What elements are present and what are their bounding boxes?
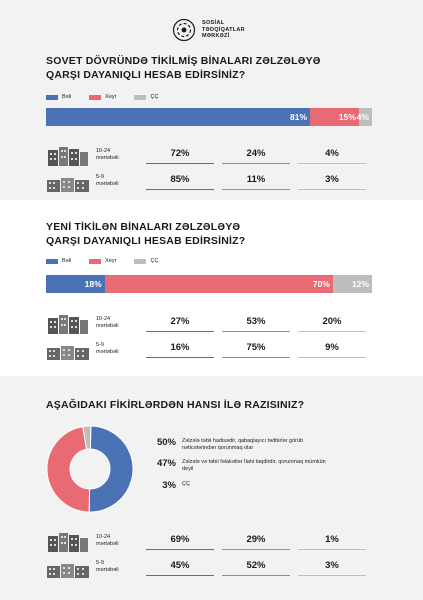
donut-chart — [46, 425, 134, 513]
table-row: 10-24 mərtəbəli 27% 53% 20% — [46, 312, 376, 336]
value-no: 11% — [222, 174, 290, 190]
bar-segment: 81% — [46, 108, 311, 126]
value-dk: 4% — [298, 148, 366, 164]
value-dk: 3% — [298, 174, 366, 190]
donut-slice — [46, 426, 91, 513]
row-label: 10-24 mərtəbəli — [96, 316, 119, 329]
value-yes: 69% — [146, 534, 214, 550]
building-icon — [47, 564, 89, 578]
donut-slice — [88, 425, 134, 513]
table-row: 10-24 mərtəbəli 69% 29% 1% — [46, 530, 376, 554]
value-no: 75% — [222, 342, 290, 358]
row-label: 5-9 mərtəbəli — [96, 560, 119, 573]
section-opinions: AŞAĞIDAKI FİKİRLƏRDƏN HANSI İLƏ RAZISINI… — [0, 376, 423, 600]
logo: SOSİAL TƏDQİQATLAR MƏRKƏZİ — [172, 18, 245, 42]
value-no: 52% — [222, 560, 290, 576]
table-row: 5-9 mərtəbəli 85% 11% 3% — [46, 170, 376, 194]
question-title: YENİ TİKİLƏN BİNALARI ZƏLZƏLƏYƏ QARŞI DA… — [46, 221, 246, 247]
legend: Bəli Xeyr ÇÇ — [46, 258, 158, 264]
table-row: 5-9 mərtəbəli 16% 75% 9% — [46, 338, 376, 362]
legend-item-yes: Bəli — [46, 94, 71, 100]
section-soviet-buildings: SOVET DÖVRÜNDƏ TİKİLMİŞ BİNALARI ZƏLZƏLƏ… — [0, 48, 423, 200]
legend: Bəli Xeyr ÇÇ — [46, 94, 158, 100]
bar-segment: 70% — [104, 275, 333, 293]
building-icon — [48, 147, 88, 166]
row-label: 10-24 mərtəbəli — [96, 534, 119, 547]
value-yes: 16% — [146, 342, 214, 358]
value-no: 24% — [222, 148, 290, 164]
value-yes: 45% — [146, 560, 214, 576]
value-dk: 20% — [298, 316, 366, 332]
donut-slice — [82, 425, 92, 450]
legend-item-no: Xeyr — [89, 258, 116, 264]
row-label: 5-9 mərtəbəli — [96, 342, 119, 355]
table-row: 10-24 mərtəbəli 72% 24% 4% — [46, 144, 376, 168]
bar-segment: 18% — [46, 275, 105, 293]
bar-segment: 4% — [357, 108, 372, 126]
value-no: 29% — [222, 534, 290, 550]
legend-item-dk: ÇÇ — [134, 94, 158, 100]
logo-emblem-icon — [172, 18, 196, 42]
annotation: 47% Zəlzələ və təbii fəlakətlər İlahi tə… — [156, 458, 326, 472]
annotation: 50% Zəlzələ təbii hadisədir, qabaqlayıcı… — [156, 437, 304, 451]
value-yes: 72% — [146, 148, 214, 164]
question-title: SOVET DÖVRÜNDƏ TİKİLMİŞ BİNALARI ZƏLZƏLƏ… — [46, 55, 321, 81]
bar-segment: 15% — [310, 108, 359, 126]
table-row: 5-9 mərtəbəli 45% 52% 3% — [46, 556, 376, 580]
stacked-bar: 18% 70% 12% — [46, 275, 372, 293]
legend-item-no: Xeyr — [89, 94, 116, 100]
value-dk: 3% — [298, 560, 366, 576]
value-dk: 1% — [298, 534, 366, 550]
stacked-bar: 81% 15% 4% — [46, 108, 372, 126]
legend-item-dk: ÇÇ — [134, 258, 158, 264]
value-yes: 85% — [146, 174, 214, 190]
value-yes: 27% — [146, 316, 214, 332]
legend-item-yes: Bəli — [46, 258, 71, 264]
bar-segment: 12% — [332, 275, 372, 293]
logo-text: SOSİAL TƏDQİQATLAR MƏRKƏZİ — [202, 20, 245, 40]
question-title: AŞAĞIDAKI FİKİRLƏRDƏN HANSI İLƏ RAZISINI… — [46, 399, 305, 411]
section-new-buildings: YENİ TİKİLƏN BİNALARI ZƏLZƏLƏYƏ QARŞI DA… — [0, 200, 423, 376]
building-icon — [47, 346, 89, 360]
annotation: 3% ÇÇ — [162, 480, 190, 491]
building-icon — [47, 178, 89, 192]
building-icon — [48, 533, 88, 552]
value-dk: 9% — [298, 342, 366, 358]
building-icon — [48, 315, 88, 334]
row-label: 5-9 mərtəbəli — [96, 174, 119, 187]
value-no: 53% — [222, 316, 290, 332]
row-label: 10-24 mərtəbəli — [96, 148, 119, 161]
